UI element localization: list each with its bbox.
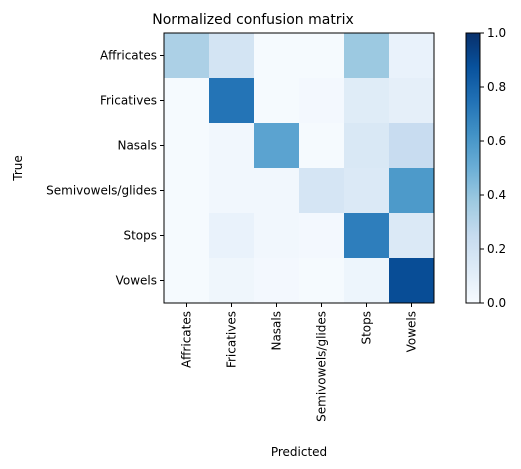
heatmap-cell-1-3 [299, 78, 345, 124]
heatmap-cell-3-3 [299, 168, 345, 214]
heatmap-cell-0-5 [389, 33, 435, 79]
heatmap-cell-2-0 [164, 123, 210, 169]
y-tick-label: Stops [123, 229, 157, 243]
heatmap-cell-5-5 [389, 258, 435, 304]
heatmap-cell-0-2 [254, 33, 300, 79]
x-tick-label: Vowels [405, 311, 419, 352]
y-tick-label: Nasals [117, 139, 157, 153]
x-tick-label: Stops [360, 311, 374, 345]
heatmap-cell-4-4 [344, 213, 390, 259]
y-axis-ticks: Affricates Fricatives Nasals Semivowels/gli… [46, 49, 164, 288]
chart-title: Normalized confusion matrix [152, 12, 354, 28]
colorbar-tick-label: 1.0 [487, 26, 506, 40]
heatmap-cell-5-3 [299, 258, 345, 304]
x-tick-label: Nasals [270, 311, 284, 351]
heatmap-cell-1-2 [254, 78, 300, 124]
colorbar-tick-label: 0.8 [487, 80, 506, 94]
heatmap-cell-3-4 [344, 168, 390, 214]
heatmap-cell-5-0 [164, 258, 210, 304]
heatmap-cell-0-0 [164, 33, 210, 79]
heatmap-cell-1-5 [389, 78, 435, 124]
y-tick-label: Semivowels/glides [46, 184, 157, 198]
heatmap-cell-5-1 [209, 258, 255, 304]
heatmap-cell-4-1 [209, 213, 255, 259]
heatmap-cell-1-4 [344, 78, 390, 124]
plot-frame [163, 32, 435, 304]
x-tick-label: Semivowels/glides [315, 311, 329, 422]
heatmap-cell-3-2 [254, 168, 300, 214]
y-tick-label: Affricates [100, 49, 157, 63]
colorbar-ticks: 0.0 0.2 0.4 0.6 0.8 1.0 [480, 26, 506, 310]
heatmap-cell-0-1 [209, 33, 255, 79]
colorbar-tick-label: 0.0 [487, 296, 506, 310]
x-tick-label: Fricatives [225, 311, 239, 368]
heatmap-cell-1-1 [209, 78, 255, 124]
colorbar [465, 32, 481, 304]
heatmap-cell-4-0 [164, 213, 210, 259]
heatmap-cell-4-2 [254, 213, 300, 259]
heatmap-cell-4-5 [389, 213, 435, 259]
colorbar-tick-label: 0.4 [487, 188, 506, 202]
y-axis-label: True [11, 155, 25, 182]
y-tick-label: Fricatives [100, 94, 157, 108]
colorbar-tick-label: 0.2 [487, 242, 506, 256]
y-tick-label: Vowels [116, 274, 157, 288]
x-axis-ticks: Affricates Fricatives Nasals Semivowels/gli… [180, 303, 419, 422]
heatmap-cell-2-4 [344, 123, 390, 169]
x-axis-label: Predicted [271, 445, 327, 459]
heatmap-cell-0-4 [344, 33, 390, 79]
heatmap-cell-5-2 [254, 258, 300, 304]
heatmap-cell-4-3 [299, 213, 345, 259]
heatmap-cell-3-5 [389, 168, 435, 214]
heatmap-cell-1-0 [164, 78, 210, 124]
heatmap-cell-3-1 [209, 168, 255, 214]
heatmap-cell-2-2 [254, 123, 300, 169]
colorbar-tick-label: 0.6 [487, 134, 506, 148]
heatmap-cell-3-0 [164, 168, 210, 214]
x-tick-label: Affricates [180, 311, 194, 368]
heatmap-cell-5-4 [344, 258, 390, 304]
heatmap-cells [164, 33, 435, 304]
heatmap-cell-2-3 [299, 123, 345, 169]
heatmap-cell-2-5 [389, 123, 435, 169]
heatmap-cell-2-1 [209, 123, 255, 169]
heatmap-cell-0-3 [299, 33, 345, 79]
